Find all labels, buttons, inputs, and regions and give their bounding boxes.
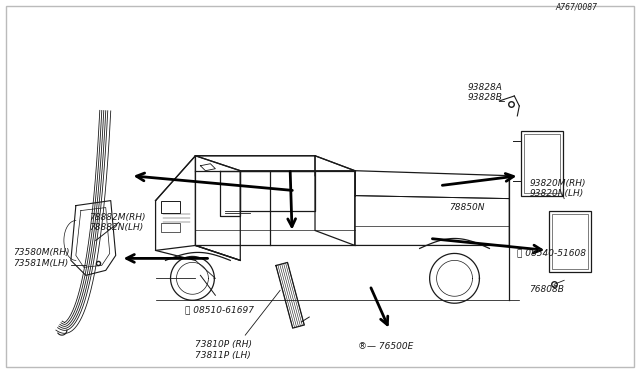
Text: 76808B: 76808B — [529, 285, 564, 294]
Bar — [161, 222, 180, 232]
Text: 93828A
93828B: 93828A 93828B — [467, 83, 502, 102]
Text: ®— 76500E: ®— 76500E — [358, 342, 413, 351]
Text: 78850N: 78850N — [449, 203, 485, 212]
Text: A767/0087: A767/0087 — [555, 2, 597, 11]
Text: 78882M(RH)
78882N(LH): 78882M(RH) 78882N(LH) — [89, 212, 145, 232]
Text: 73580M(RH)
73581M(LH): 73580M(RH) 73581M(LH) — [13, 248, 70, 268]
Text: Ⓢ 08510-61697: Ⓢ 08510-61697 — [186, 305, 255, 314]
Bar — [549, 211, 591, 272]
Bar — [552, 214, 588, 269]
Text: 93820M(RH)
93820N(LH): 93820M(RH) 93820N(LH) — [529, 179, 586, 198]
Text: 73810P (RH)
73811P (LH): 73810P (RH) 73811P (LH) — [195, 340, 252, 359]
Text: Ⓢ 08540-51608: Ⓢ 08540-51608 — [517, 248, 586, 257]
Bar — [524, 134, 560, 193]
Bar — [522, 131, 563, 196]
Bar — [161, 201, 180, 212]
